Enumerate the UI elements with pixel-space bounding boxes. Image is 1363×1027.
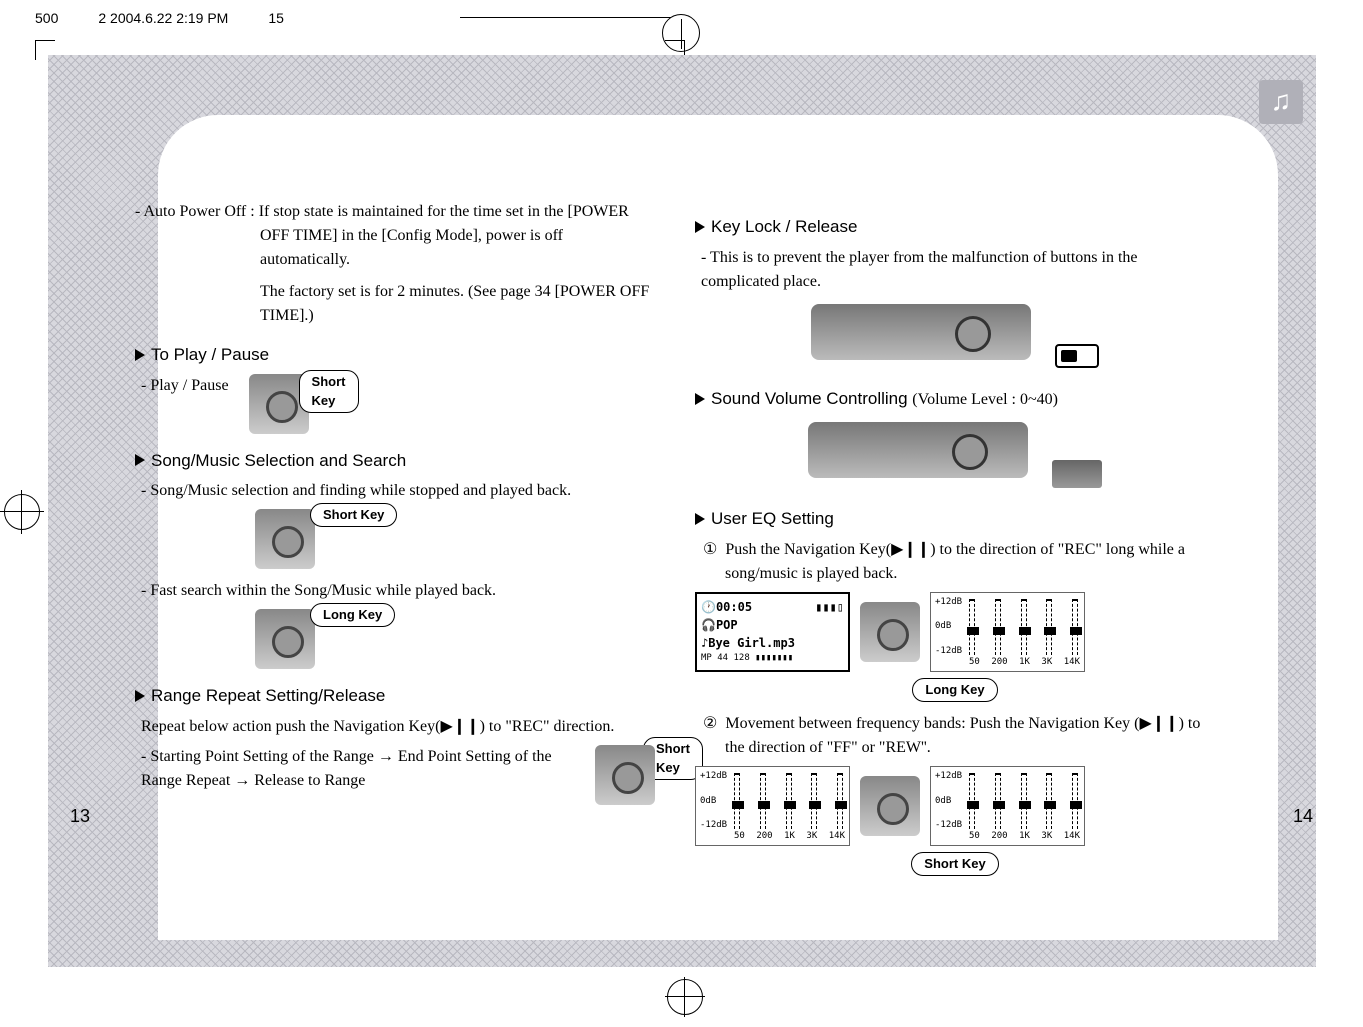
- range-repeat-text: Repeat below action push the Navigation …: [135, 715, 655, 739]
- registration-mark: [665, 977, 705, 1017]
- short-key-pill: Short Key: [299, 370, 359, 413]
- volume-rocker-icon: [1052, 460, 1102, 488]
- play-pause-label: - Play / Pause: [135, 374, 229, 398]
- key-lock-text: - This is to prevent the player from the…: [695, 246, 1215, 294]
- device-full-illustration: [808, 422, 1028, 478]
- header-page: 15: [268, 10, 284, 26]
- short-key-pill: Short Key: [310, 503, 397, 527]
- device-button-illustration: [255, 509, 315, 569]
- eq-display: +12dB0dB-12dB 502001K3K14K: [695, 766, 850, 846]
- lcd-screen: 🕐00:05 ▮▮▮▯ 🎧POP ♪Bye Girl.mp3 MP 44 128…: [695, 592, 850, 672]
- header-model: 500: [35, 10, 58, 26]
- device-button-illustration: [860, 776, 920, 836]
- device-button-illustration: [255, 609, 315, 669]
- section-key-lock: Key Lock / Release: [695, 214, 1215, 240]
- music-icon: ♫: [1259, 80, 1303, 124]
- eq-display: +12dB0dB-12dB 502001K3K14K: [930, 766, 1085, 846]
- long-key-pill: Long Key: [310, 603, 395, 627]
- eq-display: +12dB0dB-12dB 502001K3K14K: [930, 592, 1085, 672]
- right-column: Key Lock / Release - This is to prevent …: [695, 200, 1215, 876]
- print-header: 500 2 2004.6.22 2:19 PM 15: [35, 10, 284, 26]
- long-key-pill: Long Key: [912, 678, 997, 702]
- fast-search-text: - Fast search within the Song/Music whil…: [135, 579, 655, 603]
- section-user-eq: User EQ Setting: [695, 506, 1215, 532]
- auto-power-off-text: - Auto Power Off : If stop state is main…: [135, 200, 655, 272]
- section-song-search: Song/Music Selection and Search: [135, 448, 655, 474]
- left-column: - Auto Power Off : If stop state is main…: [135, 200, 655, 805]
- short-key-pill: Short Key: [911, 852, 998, 876]
- hold-switch-icon: [1055, 344, 1099, 368]
- range-repeat-steps: - Starting Point Setting of the Range → …: [135, 745, 587, 793]
- page-number-right: 14: [1293, 806, 1313, 827]
- page-number-left: 13: [70, 806, 90, 827]
- device-full-illustration: [811, 304, 1031, 360]
- eq-illustration-row-1: 🕐00:05 ▮▮▮▯ 🎧POP ♪Bye Girl.mp3 MP 44 128…: [695, 592, 1215, 672]
- section-range-repeat: Range Repeat Setting/Release: [135, 683, 655, 709]
- header-rev: 2 2004.6.22 2:19 PM: [98, 10, 228, 26]
- device-button-illustration: [860, 602, 920, 662]
- section-volume: Sound Volume Controlling (Volume Level :…: [695, 386, 1215, 412]
- auto-power-off-text2: The factory set is for 2 minutes. (See p…: [135, 280, 655, 328]
- header-line: [460, 17, 690, 18]
- device-button-illustration: [595, 745, 655, 805]
- eq-step-1: ① Push the Navigation Key(▶❙❙) to the di…: [695, 538, 1215, 586]
- registration-mark: [0, 490, 44, 534]
- section-play-pause: To Play / Pause: [135, 342, 655, 368]
- eq-step-2: ② Movement between frequency bands: Push…: [695, 712, 1215, 760]
- song-search-text: - Song/Music selection and finding while…: [135, 479, 655, 503]
- eq-illustration-row-2: +12dB0dB-12dB 502001K3K14K +12dB0dB-12dB…: [695, 766, 1215, 846]
